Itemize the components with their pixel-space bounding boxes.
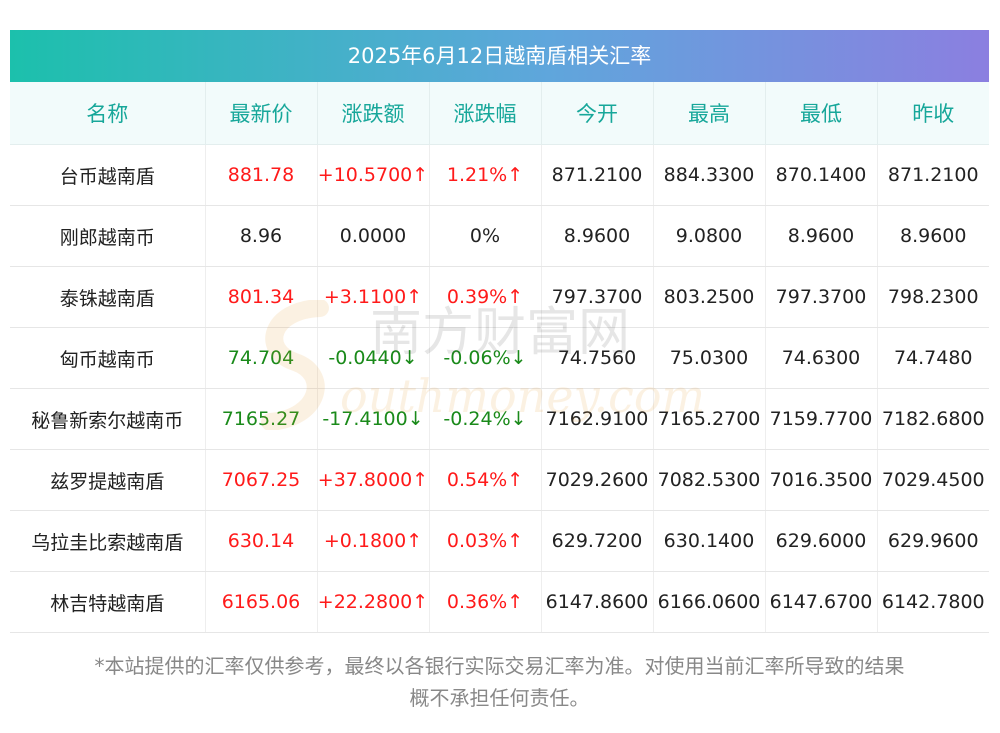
row-name: 林吉特越南盾 xyxy=(10,571,206,633)
row-open: 74.7560 xyxy=(541,327,654,389)
footnote-line-2: 概不承担任何责任。 xyxy=(409,686,590,710)
row-change: +37.8000↑ xyxy=(317,449,430,511)
table-row: 刚郎越南币 8.96 0.0000 0% 8.9600 9.0800 8.9600 8.960… xyxy=(10,205,989,267)
row-low: 74.6300 xyxy=(765,327,878,389)
row-open: 7029.2600 xyxy=(541,449,654,511)
row-prev: 871.2100 xyxy=(877,144,989,206)
row-name: 秘鲁新索尔越南币 xyxy=(10,388,206,450)
row-low: 7159.7700 xyxy=(765,388,878,450)
row-high: 630.1400 xyxy=(653,510,766,572)
row-open: 6147.8600 xyxy=(541,571,654,633)
col-header-low: 最低 xyxy=(765,82,878,145)
row-price: 7067.25 xyxy=(205,449,318,511)
row-pct: 0.54%↑ xyxy=(429,449,542,511)
row-prev: 7029.4500 xyxy=(877,449,989,511)
row-change: +10.5700↑ xyxy=(317,144,430,206)
header-row: 名称 最新价 涨跌额 涨跌幅 今开 最高 最低 昨收 xyxy=(10,82,989,145)
table-row: 匈币越南币 74.704 -0.0440↓ -0.06%↓ 74.7560 75.0300… xyxy=(10,327,989,389)
table-row: 台币越南盾 881.78 +10.5700↑ 1.21%↑ 871.2100 884.33… xyxy=(10,144,989,206)
row-open: 797.3700 xyxy=(541,266,654,328)
row-prev: 7182.6800 xyxy=(877,388,989,450)
row-change: -17.4100↓ xyxy=(317,388,430,450)
col-header-name: 名称 xyxy=(10,82,206,145)
row-pct: -0.24%↓ xyxy=(429,388,542,450)
footnote: *本站提供的汇率仅供参考，最终以各银行实际交易汇率为准。对使用当前汇率所导致的结… xyxy=(10,650,989,714)
row-open: 7162.9100 xyxy=(541,388,654,450)
row-low: 8.9600 xyxy=(765,205,878,267)
row-price: 8.96 xyxy=(205,205,318,267)
rate-table-card: 2025年6月12日越南盾相关汇率 名称 最新价 涨跌额 涨跌幅 今开 最高 最… xyxy=(10,30,989,633)
col-header-high: 最高 xyxy=(653,82,766,145)
row-pct: 0.39%↑ xyxy=(429,266,542,328)
row-pct: -0.06%↓ xyxy=(429,327,542,389)
row-open: 629.7200 xyxy=(541,510,654,572)
col-header-open: 今开 xyxy=(541,82,654,145)
row-pct: 0.36%↑ xyxy=(429,571,542,633)
row-price: 7165.27 xyxy=(205,388,318,450)
table-row: 兹罗提越南盾 7067.25 +37.8000↑ 0.54%↑ 7029.2600 708… xyxy=(10,449,989,511)
row-change: +3.1100↑ xyxy=(317,266,430,328)
row-price: 630.14 xyxy=(205,510,318,572)
table-row: 泰铢越南盾 801.34 +3.1100↑ 0.39%↑ 797.3700 803.250… xyxy=(10,266,989,328)
row-open: 8.9600 xyxy=(541,205,654,267)
col-header-price: 最新价 xyxy=(205,82,318,145)
table-row: 林吉特越南盾 6165.06 +22.2800↑ 0.36%↑ 6147.8600 616… xyxy=(10,571,989,633)
row-name: 刚郎越南币 xyxy=(10,205,206,267)
row-high: 6166.0600 xyxy=(653,571,766,633)
row-high: 75.0300 xyxy=(653,327,766,389)
table-row: 乌拉圭比索越南盾 630.14 +0.1800↑ 0.03%↑ 629.7200 630.… xyxy=(10,510,989,572)
row-name: 乌拉圭比索越南盾 xyxy=(10,510,206,572)
row-high: 9.0800 xyxy=(653,205,766,267)
row-high: 7165.2700 xyxy=(653,388,766,450)
col-header-change: 涨跌额 xyxy=(317,82,430,145)
row-change: +0.1800↑ xyxy=(317,510,430,572)
row-prev: 8.9600 xyxy=(877,205,989,267)
row-pct: 0.03%↑ xyxy=(429,510,542,572)
row-prev: 6142.7800 xyxy=(877,571,989,633)
table-row: 秘鲁新索尔越南币 7165.27 -17.4100↓ -0.24%↓ 7162.9100… xyxy=(10,388,989,450)
row-high: 884.3300 xyxy=(653,144,766,206)
col-header-prev: 昨收 xyxy=(877,82,989,145)
row-price: 801.34 xyxy=(205,266,318,328)
row-name: 台币越南盾 xyxy=(10,144,206,206)
row-prev: 798.2300 xyxy=(877,266,989,328)
row-high: 7082.5300 xyxy=(653,449,766,511)
row-pct: 1.21%↑ xyxy=(429,144,542,206)
table-title: 2025年6月12日越南盾相关汇率 xyxy=(10,30,989,82)
row-low: 870.1400 xyxy=(765,144,878,206)
row-low: 629.6000 xyxy=(765,510,878,572)
row-low: 6147.6700 xyxy=(765,571,878,633)
row-price: 881.78 xyxy=(205,144,318,206)
row-low: 7016.3500 xyxy=(765,449,878,511)
row-name: 匈币越南币 xyxy=(10,327,206,389)
row-high: 803.2500 xyxy=(653,266,766,328)
row-price: 74.704 xyxy=(205,327,318,389)
row-low: 797.3700 xyxy=(765,266,878,328)
row-name: 兹罗提越南盾 xyxy=(10,449,206,511)
row-change: +22.2800↑ xyxy=(317,571,430,633)
row-name: 泰铢越南盾 xyxy=(10,266,206,328)
row-prev: 74.7480 xyxy=(877,327,989,389)
rate-table: 名称 最新价 涨跌额 涨跌幅 今开 最高 最低 昨收 台币越南盾 881.78 +1… xyxy=(10,82,989,633)
col-header-pct: 涨跌幅 xyxy=(429,82,542,145)
row-price: 6165.06 xyxy=(205,571,318,633)
row-pct: 0% xyxy=(429,205,542,267)
footnote-line-1: *本站提供的汇率仅供参考，最终以各银行实际交易汇率为准。对使用当前汇率所导致的结… xyxy=(94,654,905,678)
row-change: 0.0000 xyxy=(317,205,430,267)
row-prev: 629.9600 xyxy=(877,510,989,572)
row-change: -0.0440↓ xyxy=(317,327,430,389)
row-open: 871.2100 xyxy=(541,144,654,206)
